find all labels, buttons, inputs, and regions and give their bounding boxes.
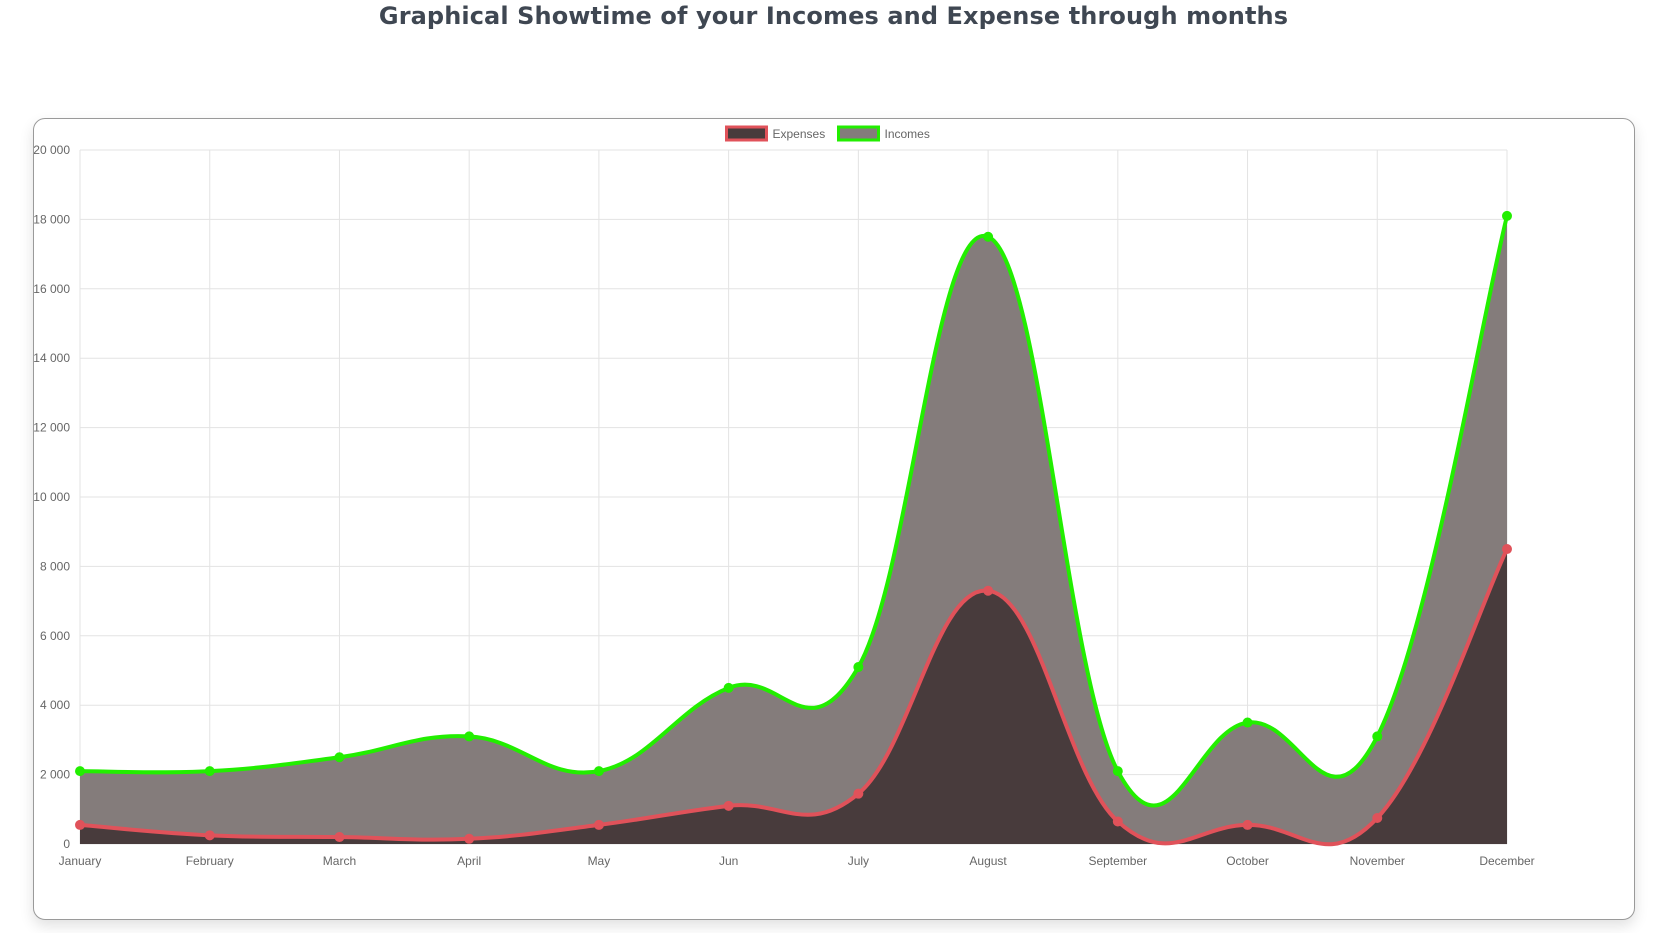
data-point-incomes[interactable] bbox=[204, 766, 215, 777]
data-point-incomes[interactable] bbox=[1372, 731, 1383, 742]
x-tick-label: March bbox=[323, 854, 356, 868]
data-point-expenses[interactable] bbox=[464, 833, 475, 844]
data-point-incomes[interactable] bbox=[723, 682, 734, 693]
x-tick-label: August bbox=[969, 854, 1007, 868]
y-tick-label: 20 000 bbox=[34, 143, 70, 157]
chart-card: 0 2 000 4 000 6 000 8 000 10 000 12 000 14 000 1… bbox=[33, 118, 1635, 920]
x-tick-label: May bbox=[588, 854, 611, 868]
y-tick-label: 0 bbox=[63, 837, 70, 851]
y-tick-label: 14 000 bbox=[34, 351, 70, 365]
data-point-expenses[interactable] bbox=[593, 819, 604, 830]
chart-legend[interactable]: Expenses Incomes bbox=[725, 125, 930, 142]
data-point-expenses[interactable] bbox=[204, 830, 215, 841]
y-tick-label: 4 000 bbox=[40, 698, 70, 712]
income-expense-area-chart: 0 2 000 4 000 6 000 8 000 10 000 12 000 14 000 1… bbox=[34, 125, 1535, 868]
x-tick-label: Jun bbox=[719, 854, 738, 868]
x-tick-label: April bbox=[457, 854, 481, 868]
x-tick-label: September bbox=[1088, 854, 1147, 868]
data-point-incomes[interactable] bbox=[1502, 210, 1512, 221]
data-point-incomes[interactable] bbox=[983, 231, 994, 242]
data-point-incomes[interactable] bbox=[464, 731, 475, 742]
x-tick-label: November bbox=[1350, 854, 1405, 868]
series-points bbox=[75, 210, 1512, 844]
x-tick-label: October bbox=[1226, 854, 1269, 868]
data-point-incomes[interactable] bbox=[1242, 717, 1253, 728]
data-point-expenses[interactable] bbox=[75, 819, 85, 830]
data-point-incomes[interactable] bbox=[75, 766, 85, 777]
legend-item-incomes[interactable]: Incomes bbox=[837, 125, 930, 142]
legend-swatch bbox=[837, 125, 880, 142]
series-area-incomes bbox=[80, 215, 1507, 844]
data-point-expenses[interactable] bbox=[723, 800, 734, 811]
data-point-expenses[interactable] bbox=[1502, 544, 1512, 555]
data-point-expenses[interactable] bbox=[1372, 812, 1383, 823]
x-tick-label: January bbox=[59, 854, 102, 868]
data-point-expenses[interactable] bbox=[983, 585, 994, 596]
y-tick-label: 2 000 bbox=[40, 768, 70, 782]
legend-label: Expenses bbox=[773, 127, 826, 141]
data-point-incomes[interactable] bbox=[334, 752, 345, 763]
y-tick-label: 6 000 bbox=[40, 629, 70, 643]
y-tick-label: 18 000 bbox=[34, 212, 70, 226]
data-point-incomes[interactable] bbox=[1112, 766, 1123, 777]
data-point-incomes[interactable] bbox=[853, 662, 864, 673]
y-tick-label: 12 000 bbox=[34, 421, 70, 435]
y-tick-label: 10 000 bbox=[34, 490, 70, 504]
x-tick-label: December bbox=[1479, 854, 1534, 868]
page-title: Graphical Showtime of your Incomes and E… bbox=[378, 2, 1289, 30]
data-point-expenses[interactable] bbox=[1112, 816, 1123, 827]
x-tick-label: July bbox=[848, 854, 869, 868]
data-point-expenses[interactable] bbox=[1242, 819, 1253, 830]
chart-axes: 0 2 000 4 000 6 000 8 000 10 000 12 000 14 000 1… bbox=[34, 143, 1535, 868]
legend-label: Incomes bbox=[885, 127, 930, 141]
y-tick-label: 8 000 bbox=[40, 559, 70, 573]
series-line-incomes bbox=[79, 215, 1509, 808]
legend-item-expenses[interactable]: Expenses bbox=[725, 125, 826, 142]
x-tick-label: February bbox=[186, 854, 234, 868]
legend-swatch bbox=[725, 125, 768, 142]
data-point-expenses[interactable] bbox=[853, 788, 864, 799]
series-areas bbox=[80, 215, 1507, 845]
y-tick-label: 16 000 bbox=[34, 282, 70, 296]
data-point-expenses[interactable] bbox=[334, 832, 345, 843]
data-point-incomes[interactable] bbox=[593, 766, 604, 777]
